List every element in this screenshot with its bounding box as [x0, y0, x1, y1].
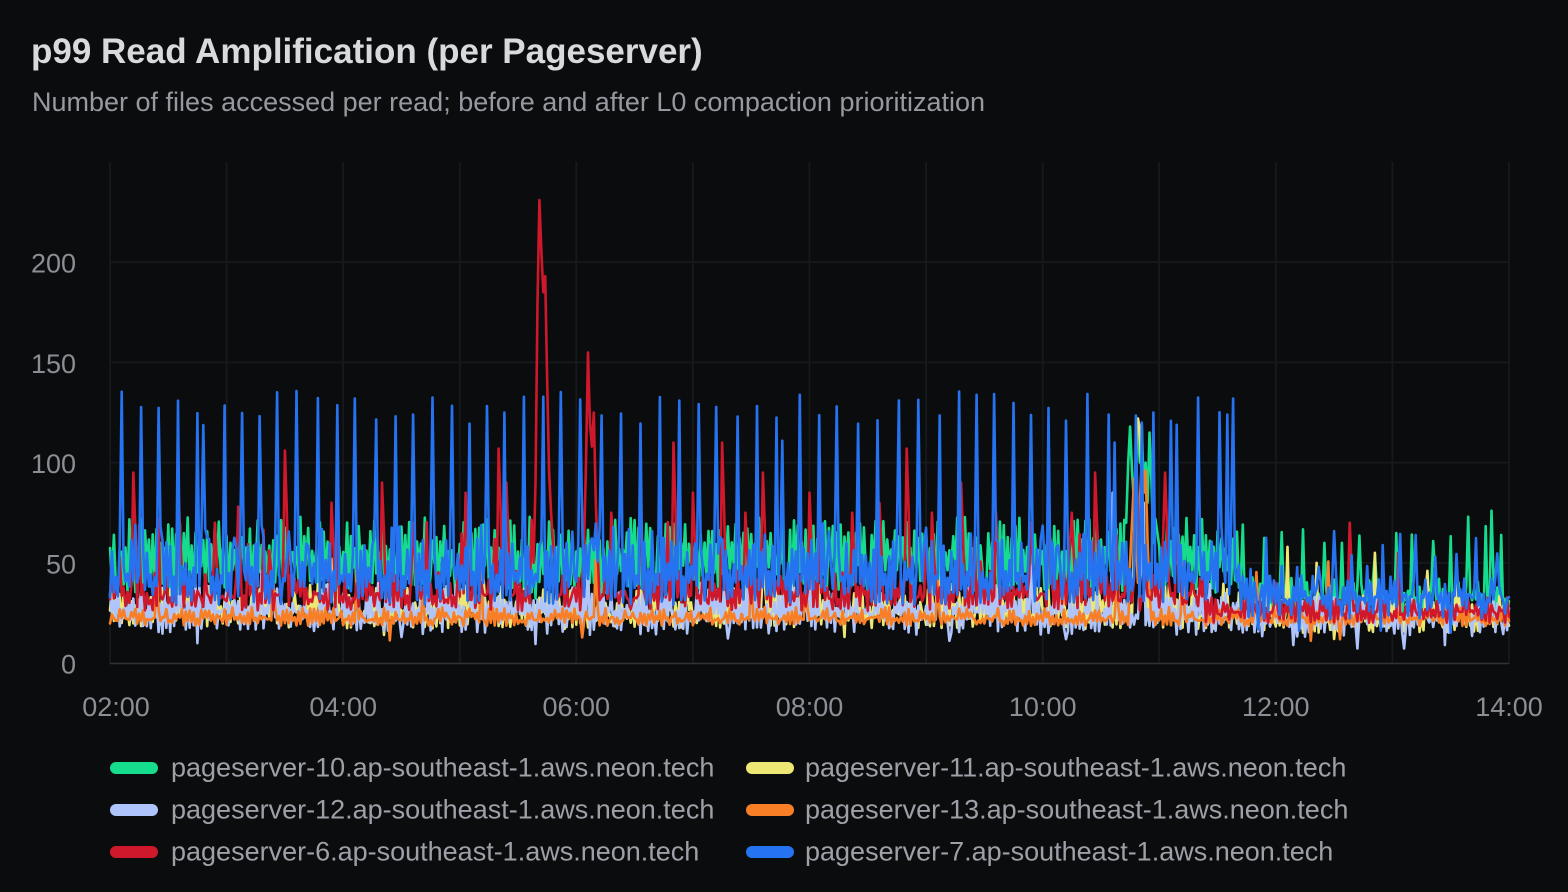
- svg-text:12:00: 12:00: [1242, 692, 1310, 722]
- svg-text:08:00: 08:00: [776, 692, 844, 722]
- svg-text:10:00: 10:00: [1009, 692, 1077, 722]
- svg-text:06:00: 06:00: [543, 692, 611, 722]
- svg-text:02:00: 02:00: [82, 692, 150, 722]
- svg-text:04:00: 04:00: [309, 692, 377, 722]
- svg-text:0: 0: [61, 650, 76, 680]
- svg-text:150: 150: [31, 349, 76, 379]
- svg-text:14:00: 14:00: [1475, 692, 1543, 722]
- svg-text:200: 200: [31, 249, 76, 279]
- svg-text:100: 100: [31, 449, 76, 479]
- svg-text:50: 50: [46, 549, 76, 579]
